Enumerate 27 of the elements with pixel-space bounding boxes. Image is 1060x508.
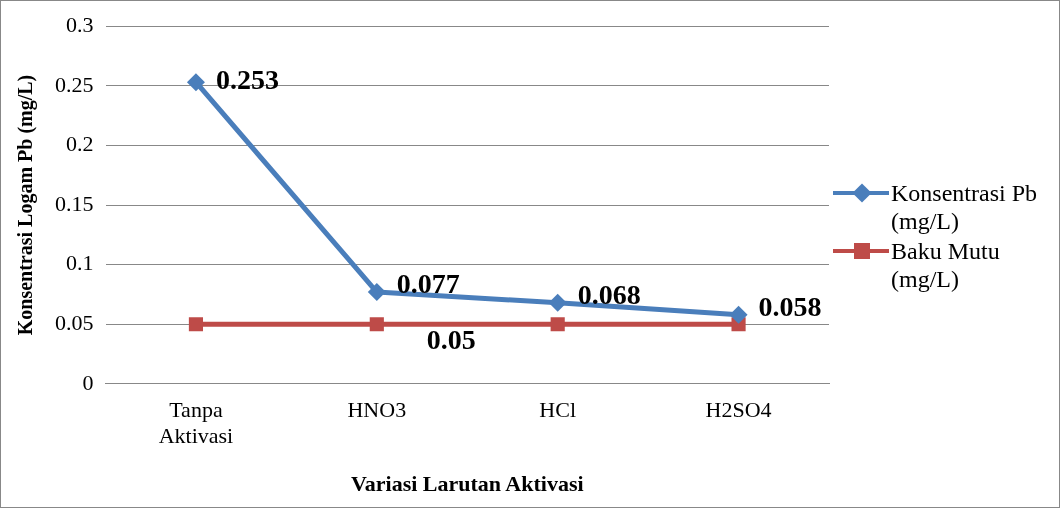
legend-label: Konsentrasi Pb (mg/L)	[891, 179, 1038, 235]
point	[367, 283, 386, 302]
data-label: 0.077	[396, 268, 460, 300]
x-axis-title: Variasi Larutan Aktivasi	[350, 471, 584, 497]
y-tick-label: 0.3	[66, 11, 94, 37]
point	[188, 317, 204, 332]
point	[186, 73, 205, 92]
y-tick-label: 0.15	[55, 190, 94, 216]
legend-label: Baku Mutu (mg/L)	[891, 237, 1001, 293]
x-tick-label: H2SO4	[705, 396, 772, 422]
x-tick-label: HNO3	[347, 396, 407, 422]
y-axis-title: Konsentrasi Logam Pb (mg/L)	[14, 74, 38, 336]
data-label: 0.058	[758, 290, 822, 322]
point	[548, 293, 567, 312]
data-label: 0.068	[577, 278, 641, 310]
y-tick-label: 0.1	[66, 250, 94, 276]
data-label: 0.05	[426, 324, 476, 356]
y-tick-label: 0.2	[66, 131, 94, 157]
x-tick-label: Tanpa Aktivasi	[158, 396, 234, 449]
x-tick-label: HCl	[539, 396, 577, 422]
point	[729, 305, 748, 324]
point	[369, 317, 384, 332]
y-tick-label: 0	[82, 369, 94, 395]
data-label: 0.253	[215, 64, 279, 96]
point	[550, 317, 565, 332]
y-tick-label: 0.25	[55, 71, 94, 97]
y-tick-label: 0.05	[55, 309, 94, 335]
